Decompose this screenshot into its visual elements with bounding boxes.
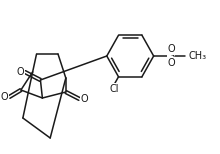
Text: O: O xyxy=(16,67,24,77)
Text: S: S xyxy=(168,51,174,61)
Text: O: O xyxy=(167,44,175,54)
Text: O: O xyxy=(81,94,88,104)
Text: O: O xyxy=(1,92,8,102)
Text: Cl: Cl xyxy=(109,84,119,94)
Text: CH₃: CH₃ xyxy=(189,51,207,61)
Text: O: O xyxy=(167,58,175,68)
